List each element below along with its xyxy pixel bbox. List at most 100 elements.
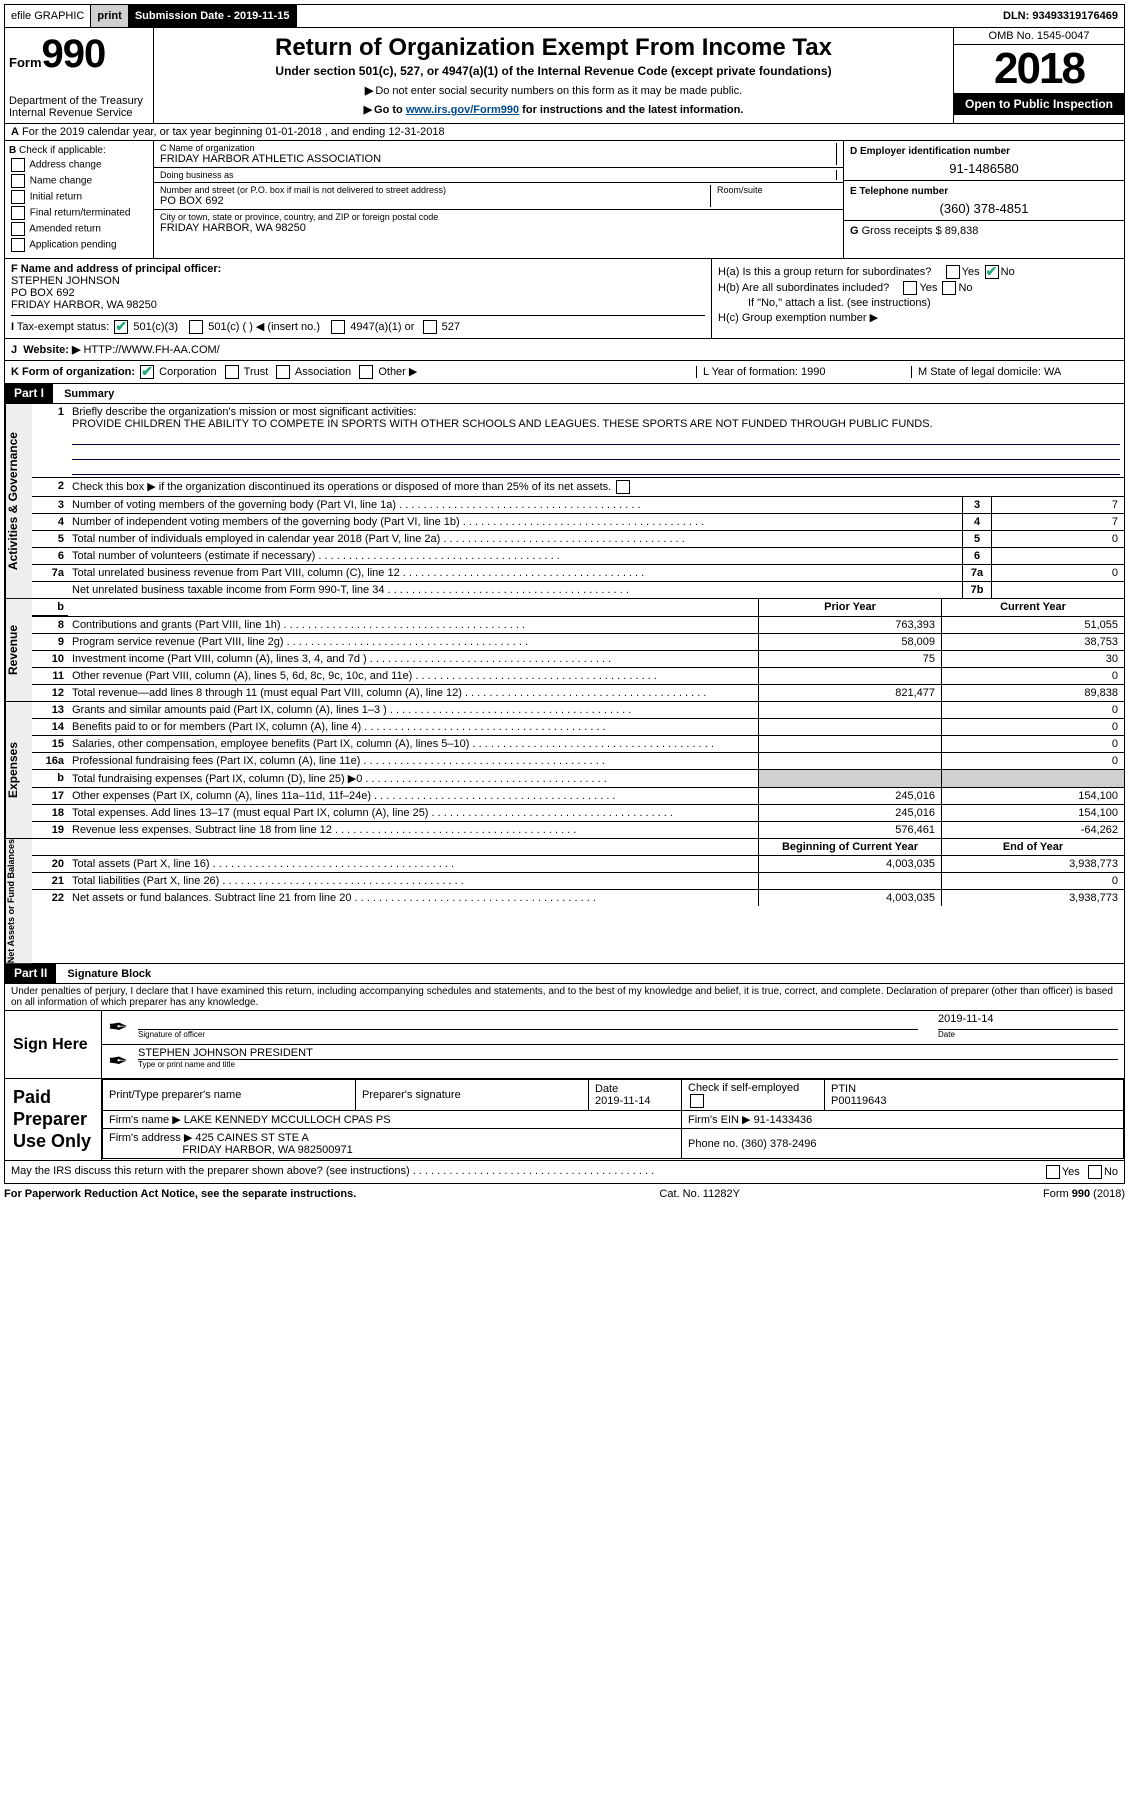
net-assets-line: 22Net assets or fund balances. Subtract …: [32, 890, 1124, 906]
preparer-table: Print/Type preparer's name Preparer's si…: [102, 1079, 1124, 1159]
part2-label: Part II: [5, 964, 56, 983]
chk-corp[interactable]: [140, 365, 154, 379]
officer-addr1: PO BOX 692: [11, 287, 75, 299]
firm-phone: (360) 378-2496: [741, 1138, 816, 1150]
name-title-label: Type or print name and title: [138, 1060, 1118, 1069]
firm-ein: 91-1433436: [754, 1114, 813, 1126]
state-domicile: M State of legal domicile: WA: [911, 366, 1118, 378]
f-label: F Name and address of principal officer:: [11, 263, 221, 275]
prior-year-header: Prior Year: [758, 599, 941, 616]
chk-app-pending[interactable]: Application pending: [9, 238, 149, 252]
q2-text: Check this box ▶ if the organization dis…: [72, 481, 611, 493]
hc-label: H(c) Group exemption number ▶: [718, 312, 878, 324]
part1-header: Part I Summary: [4, 384, 1125, 404]
chk-501c3[interactable]: [114, 320, 128, 334]
part2-header: Part II Signature Block: [4, 964, 1125, 984]
footer-left: For Paperwork Reduction Act Notice, see …: [4, 1188, 356, 1200]
chk-other[interactable]: [359, 365, 373, 379]
chk-ha-yes[interactable]: [946, 265, 960, 279]
prep-date: 2019-11-14: [595, 1095, 650, 1107]
expense-line: 13Grants and similar amounts paid (Part …: [32, 702, 1124, 719]
paid-preparer-label: Paid Preparer Use Only: [5, 1079, 102, 1160]
year-formation: L Year of formation: 1990: [696, 366, 903, 378]
entity-info-grid: B Check if applicable: Address change Na…: [4, 141, 1125, 259]
chk-name-change[interactable]: Name change: [9, 174, 149, 188]
gross-receipts: Gross receipts $ 89,838: [862, 225, 979, 237]
officer-name-title: STEPHEN JOHNSON PRESIDENT: [138, 1047, 1118, 1060]
h-cell: H(a) Is this a group return for subordin…: [712, 259, 1124, 338]
chk-4947[interactable]: [331, 320, 345, 334]
print-button[interactable]: print: [91, 5, 128, 27]
row-j: J Website: ▶ HTTP://WWW.FH-AA.COM/: [4, 339, 1125, 361]
chk-address-change[interactable]: Address change: [9, 158, 149, 172]
expense-line: 15Salaries, other compensation, employee…: [32, 736, 1124, 753]
net-assets-line: 20Total assets (Part X, line 16)4,003,03…: [32, 856, 1124, 873]
chk-trust[interactable]: [225, 365, 239, 379]
revenue-line: 9Program service revenue (Part VIII, lin…: [32, 634, 1124, 651]
expense-line: 17Other expenses (Part IX, column (A), l…: [32, 788, 1124, 805]
summary-line: 7aTotal unrelated business revenue from …: [32, 565, 1124, 582]
current-year-header: Current Year: [941, 599, 1124, 616]
chk-initial-return[interactable]: Initial return: [9, 190, 149, 204]
chk-assoc[interactable]: [276, 365, 290, 379]
dln-label: DLN: 93493319176469: [997, 5, 1124, 27]
ein-label: D Employer identification number: [850, 146, 1010, 157]
form-header: Form990 Department of the Treasury Inter…: [4, 28, 1125, 124]
omb-number: OMB No. 1545-0047: [954, 28, 1124, 45]
title-cell: Return of Organization Exempt From Incom…: [154, 28, 954, 123]
chk-discuss-no[interactable]: [1088, 1165, 1102, 1179]
dba-label: Doing business as: [160, 170, 830, 180]
summary-line: 6Total number of volunteers (estimate if…: [32, 548, 1124, 565]
row-fh: F Name and address of principal officer:…: [4, 259, 1125, 339]
addr-value: PO BOX 692: [160, 195, 224, 207]
chk-501c[interactable]: [189, 320, 203, 334]
city-value: FRIDAY HARBOR, WA 98250: [160, 222, 306, 234]
instructions-link[interactable]: www.irs.gov/Form990: [406, 104, 519, 116]
expense-line: 14Benefits paid to or for members (Part …: [32, 719, 1124, 736]
form-subtitle: Under section 501(c), 527, or 4947(a)(1)…: [162, 64, 945, 78]
pen-icon: ✒: [108, 1013, 138, 1042]
expense-line: 18Total expenses. Add lines 13–17 (must …: [32, 805, 1124, 822]
chk-amended[interactable]: Amended return: [9, 222, 149, 236]
summary-line: 4Number of independent voting members of…: [32, 514, 1124, 531]
footer-mid: Cat. No. 11282Y: [659, 1188, 740, 1200]
org-name: FRIDAY HARBOR ATHLETIC ASSOCIATION: [160, 153, 381, 165]
may-discuss-row: May the IRS discuss this return with the…: [4, 1161, 1125, 1184]
form-word: Form: [9, 55, 42, 70]
city-label: City or town, state or province, country…: [160, 212, 831, 222]
ein-value: 91-1486580: [850, 161, 1118, 176]
vtab-expenses: Expenses: [5, 702, 32, 838]
chk-self-employed[interactable]: [690, 1094, 704, 1108]
tax-year: 2018: [954, 45, 1124, 93]
submission-date-button[interactable]: Submission Date - 2019-11-15: [129, 5, 297, 27]
irs-label: Internal Revenue Service: [9, 107, 149, 119]
chk-discontinued[interactable]: [616, 480, 630, 494]
room-label: Room/suite: [717, 185, 837, 195]
chk-discuss-yes[interactable]: [1046, 1165, 1060, 1179]
begin-year-header: Beginning of Current Year: [758, 839, 941, 855]
expense-line: 19Revenue less expenses. Subtract line 1…: [32, 822, 1124, 838]
form-id-cell: Form990 Department of the Treasury Inter…: [5, 28, 154, 123]
part1-title: Summary: [56, 386, 122, 402]
chk-527[interactable]: [423, 320, 437, 334]
addr-label: Number and street (or P.O. box if mail i…: [160, 185, 704, 195]
may-discuss-text: May the IRS discuss this return with the…: [11, 1165, 410, 1177]
section-net-assets: Net Assets or Fund Balances Beginning of…: [4, 839, 1125, 964]
sign-here-label: Sign Here: [5, 1011, 102, 1078]
firm-addr2: FRIDAY HARBOR, WA 982500971: [182, 1144, 352, 1156]
sign-here-block: Sign Here ✒ Signature of officer 2019-11…: [4, 1011, 1125, 1079]
prep-name-label: Print/Type preparer's name: [109, 1089, 349, 1101]
chk-final-return[interactable]: Final return/terminated: [9, 206, 149, 220]
footer: For Paperwork Reduction Act Notice, see …: [4, 1184, 1125, 1204]
section-activities-governance: Activities & Governance 1 Briefly descri…: [4, 404, 1125, 599]
col-b-checkboxes: B Check if applicable: Address change Na…: [5, 141, 154, 258]
chk-ha-no[interactable]: [985, 265, 999, 279]
chk-hb-yes[interactable]: [903, 281, 917, 295]
f-officer: F Name and address of principal officer:…: [5, 259, 712, 338]
part2-title: Signature Block: [59, 966, 159, 982]
arrow-icon: ▶: [364, 104, 372, 116]
chk-hb-no[interactable]: [942, 281, 956, 295]
col-c-org-info: C Name of organization FRIDAY HARBOR ATH…: [154, 141, 843, 258]
hb-note: If "No," attach a list. (see instruction…: [718, 297, 1118, 309]
goto-post: for instructions and the latest informat…: [519, 104, 743, 116]
